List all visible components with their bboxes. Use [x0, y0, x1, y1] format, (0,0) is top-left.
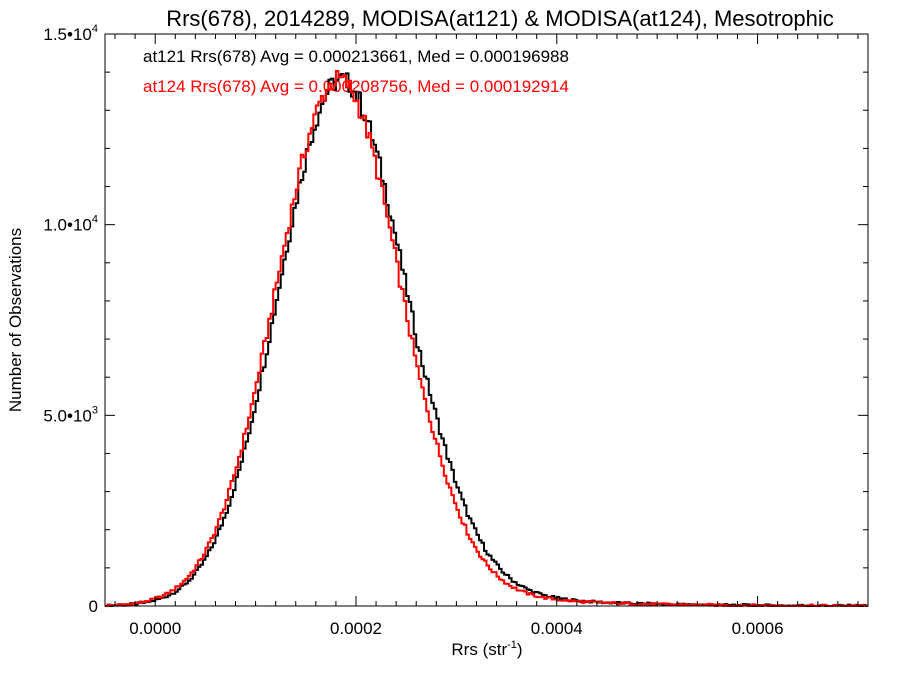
x-tick-label: 0.0004 — [531, 619, 583, 638]
y-tick-label: 1.5•104 — [43, 23, 98, 44]
histogram-series-0 — [105, 72, 868, 607]
chart-title: Rrs(678), 2014289, MODISA(at121) & MODIS… — [166, 6, 834, 31]
y-axis-label: Number of Observations — [6, 228, 25, 412]
y-tick-label: 1.0•104 — [43, 214, 98, 235]
legend-entry-at124: at124 Rrs(678) Avg = 0.000208756, Med = … — [143, 77, 569, 96]
x-axis: 0.0000 0.0002 0.0004 0.0006 — [114, 34, 859, 638]
x-axis-label: Rrs (str-1) — [451, 639, 522, 659]
plot-lines — [105, 69, 868, 607]
y-axis: 0 5.0•103 1.0•104 1.5•104 — [43, 23, 868, 616]
y-tick-label: 0 — [89, 597, 98, 616]
x-tick-label: 0.0002 — [330, 619, 382, 638]
plot-frame — [104, 33, 869, 607]
y-tick-label: 5.0•103 — [43, 404, 98, 425]
legend-entry-at121: at121 Rrs(678) Avg = 0.000213661, Med = … — [143, 47, 569, 66]
x-tick-label: 0.0000 — [129, 619, 181, 638]
x-tick-label: 0.0006 — [732, 619, 784, 638]
